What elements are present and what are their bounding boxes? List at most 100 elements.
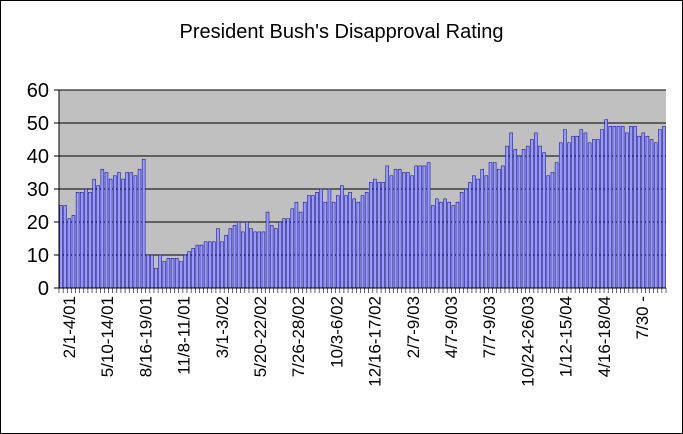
- bar: [364, 192, 369, 289]
- y-tick-label: 50: [27, 113, 49, 135]
- bar: [530, 139, 534, 289]
- bar: [620, 126, 625, 289]
- bar: [216, 228, 220, 289]
- x-axis-labels: 2/1-4/01 5/10-14/01 8/16-19/01 11/8-11/01 3/…: [60, 296, 652, 387]
- bar: [637, 135, 641, 289]
- bar: [385, 165, 390, 289]
- bar: [484, 175, 489, 289]
- bar: [199, 244, 204, 289]
- x-tick-label: 5/20-22/02: [251, 296, 270, 377]
- x-tick-label: 10/24-26/03: [518, 296, 537, 387]
- bar: [422, 165, 427, 289]
- bar: [426, 162, 431, 289]
- bar: [616, 126, 621, 289]
- bar: [521, 149, 526, 289]
- bar: [96, 185, 100, 289]
- bar: [335, 195, 340, 289]
- bar: [435, 198, 439, 289]
- bar: [294, 201, 299, 289]
- bar: [146, 254, 150, 289]
- bar: [633, 126, 637, 289]
- bar: [220, 241, 224, 289]
- bar: [546, 175, 551, 289]
- bar: [261, 231, 266, 289]
- bar: [117, 172, 121, 289]
- bar: [170, 258, 175, 289]
- bar: [150, 254, 154, 289]
- bar: [104, 172, 109, 289]
- x-tick-label: 2/7-9/03: [404, 296, 423, 358]
- bar: [92, 178, 96, 289]
- bar: [369, 182, 373, 289]
- bar: [612, 126, 617, 289]
- bar: [257, 231, 261, 289]
- bar: [476, 178, 480, 289]
- bar: [430, 205, 435, 289]
- bar: [402, 172, 406, 289]
- bar: [587, 142, 592, 289]
- bar: [323, 201, 328, 289]
- bar: [554, 162, 559, 289]
- bar: [397, 168, 402, 289]
- y-tick-label: 10: [27, 245, 49, 267]
- bar: [468, 182, 472, 289]
- bar: [579, 129, 584, 289]
- bar: [592, 139, 596, 289]
- bar: [84, 188, 88, 289]
- bar: [286, 218, 290, 289]
- bar: [534, 132, 538, 289]
- bar: [154, 267, 158, 289]
- bar: [352, 198, 356, 289]
- bar: [113, 175, 117, 289]
- bar: [71, 215, 76, 289]
- bar: [645, 135, 650, 289]
- bar: [129, 172, 133, 289]
- bar: [79, 192, 84, 289]
- bar: [158, 254, 162, 289]
- x-tick-label: 3/1-3/02: [213, 296, 232, 358]
- x-tick-label: 1/12-15/04: [557, 296, 576, 377]
- bar: [245, 221, 249, 289]
- bar: [625, 132, 629, 289]
- bar: [542, 152, 546, 289]
- bar: [141, 159, 146, 289]
- bar: [629, 126, 633, 289]
- x-tick-label: 4/16-18/04: [595, 296, 614, 377]
- axes: [54, 89, 667, 293]
- bar: [406, 172, 410, 289]
- bar: [274, 228, 278, 289]
- bar: [282, 218, 286, 289]
- bar: [179, 261, 183, 289]
- bar: [249, 228, 253, 289]
- bar: [100, 168, 105, 289]
- bar: [563, 129, 567, 289]
- bar: [311, 195, 315, 289]
- bar: [538, 145, 542, 289]
- bar: [381, 182, 385, 289]
- bar: [63, 205, 67, 289]
- bar: [377, 182, 381, 289]
- x-tick-label: 4/7-9/03: [442, 296, 461, 358]
- bar: [360, 195, 365, 289]
- bar: [649, 139, 654, 289]
- bar: [658, 129, 662, 289]
- bar: [662, 126, 666, 289]
- x-tick-label: 10/3-6/02: [327, 296, 346, 368]
- bar: [195, 244, 200, 289]
- bar: [302, 201, 307, 289]
- bar: [133, 175, 138, 289]
- bar: [174, 258, 179, 289]
- bar: [137, 168, 142, 289]
- bar: [513, 149, 518, 289]
- bar: [344, 195, 348, 289]
- bar: [327, 188, 332, 289]
- x-tick-label: 2/1-4/01: [60, 296, 79, 358]
- bar: [389, 175, 394, 289]
- bar: [393, 168, 398, 289]
- bar: [492, 162, 497, 289]
- bar: [558, 142, 563, 289]
- x-tick-label: 7/7-9/03: [480, 296, 499, 358]
- bar: [600, 129, 604, 289]
- bar: [472, 175, 476, 289]
